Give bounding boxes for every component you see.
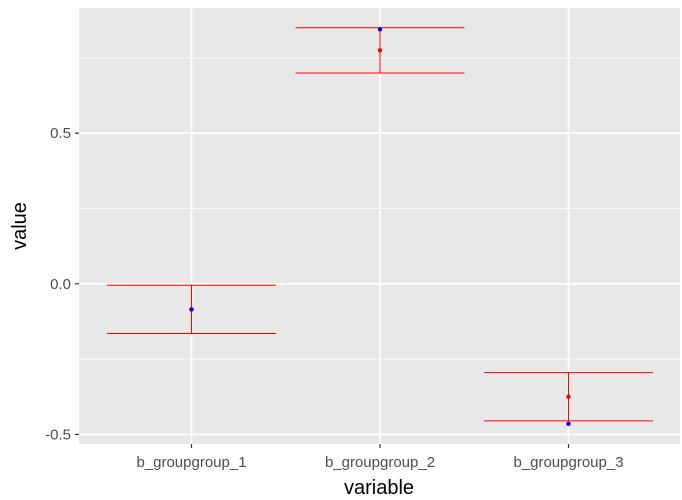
- axis-ticks: [75, 132, 570, 448]
- y-axis-title: value: [9, 202, 31, 250]
- blue-point: [189, 307, 194, 312]
- x-axis-tick-labels: b_groupgroup_1 b_groupgroup_2 b_groupgroup…: [136, 454, 623, 471]
- x-tick-label: b_groupgroup_1: [136, 454, 246, 471]
- y-tick-label: 0.5: [50, 125, 71, 142]
- red-point: [377, 48, 383, 53]
- blue-point: [377, 27, 383, 32]
- points: [189, 27, 571, 427]
- y-tick-label: 0.0: [50, 276, 71, 293]
- blue-point: [566, 421, 571, 427]
- red-point: [566, 394, 571, 399]
- y-axis-tick-labels: -0.5 0.0 0.5: [45, 125, 71, 443]
- x-axis-title: variable: [344, 477, 414, 499]
- x-tick-label: b_groupgroup_2: [325, 454, 435, 471]
- grid-major: [79, 8, 680, 444]
- x-tick-label: b_groupgroup_3: [513, 454, 623, 471]
- y-tick-label: -0.5: [45, 426, 71, 443]
